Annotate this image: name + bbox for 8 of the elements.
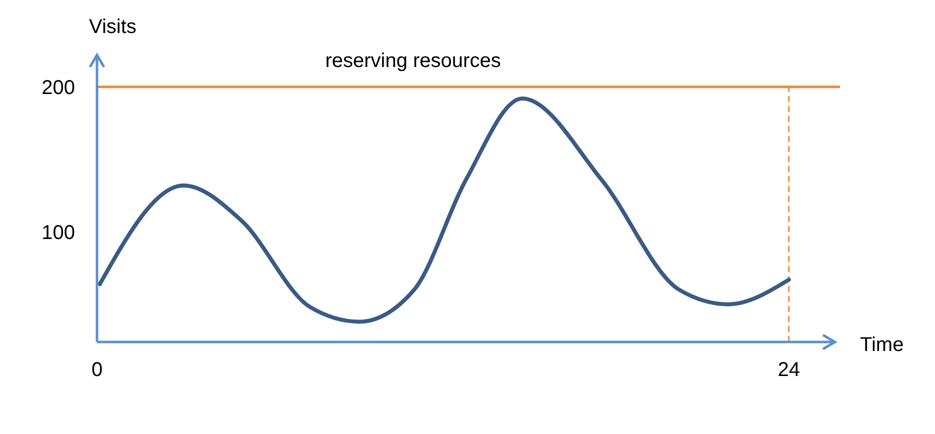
x-tick-label: 24 xyxy=(778,359,800,381)
y-axis-title: Visits xyxy=(89,16,136,38)
y-tick-label: 100 xyxy=(42,222,75,244)
y-tick-label: 200 xyxy=(42,76,75,99)
x-axis-title: Time xyxy=(860,334,904,356)
ref-line-label: reserving resources xyxy=(325,50,501,72)
line-series xyxy=(98,96,791,324)
x-tick-label: 0 xyxy=(91,359,103,381)
